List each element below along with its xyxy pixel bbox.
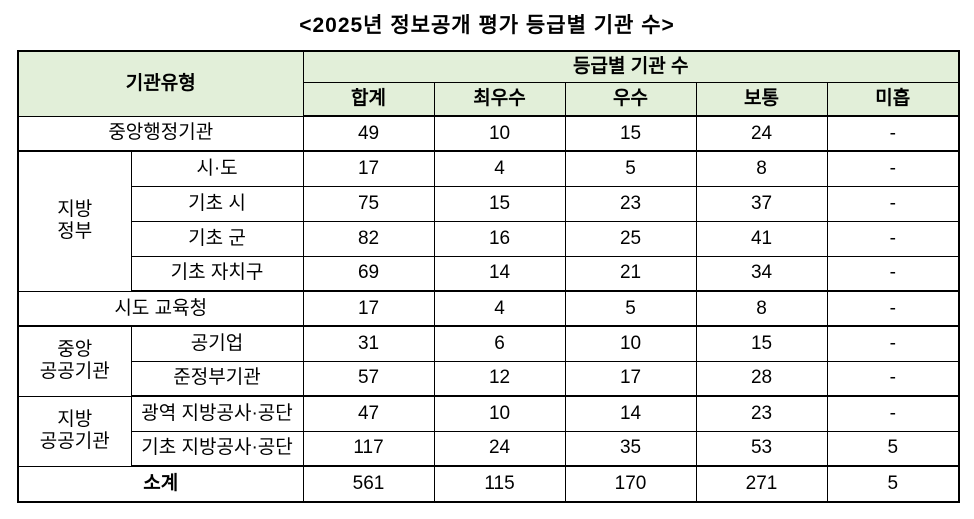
cell-value: 10	[433, 395, 566, 432]
table-row: 시도 교육청 17 4 5 8 -	[17, 290, 960, 327]
cell-value: 170	[564, 465, 697, 503]
table-row: 기초 자치구 69 14 21 34 -	[18, 255, 960, 292]
cell-value: 6	[433, 325, 566, 362]
cell-value: -	[826, 150, 960, 187]
cell-value: 5	[826, 465, 960, 503]
cell-value: 57	[302, 360, 435, 397]
cell-value: 24	[695, 115, 828, 152]
cell-value: 82	[302, 220, 435, 257]
cell-value: 41	[695, 220, 828, 257]
table-row: 기초 지방공사·공단 117 24 35 53 5	[18, 430, 960, 467]
cell-value: 5	[564, 150, 697, 187]
cell-value: 21	[564, 255, 697, 292]
col-header-org-type: 기관유형	[17, 50, 304, 117]
cell-value: 14	[433, 255, 566, 292]
row-label: 기초 시	[130, 185, 304, 222]
cell-value: 75	[302, 185, 435, 222]
cell-value: 8	[695, 290, 828, 327]
cell-value: 4	[433, 150, 566, 187]
row-group-label: 중앙 공공기관	[17, 325, 132, 397]
cell-value: 115	[433, 465, 566, 503]
page-title: <2025년 정보공개 평가 등급별 기관 수>	[299, 14, 675, 37]
cell-value: 17	[302, 290, 435, 327]
cell-value: -	[826, 185, 960, 222]
row-label: 시·도	[130, 150, 304, 187]
cell-value: 47	[302, 395, 435, 432]
cell-value: 12	[433, 360, 566, 397]
cell-value: 49	[302, 115, 435, 152]
table-body: 중앙행정기관 49 10 15 24 - 지방 정부 시·도 17 4 5 8 …	[17, 115, 960, 503]
table-row-subtotal: 소계 561 115 170 271 5	[17, 465, 960, 503]
cell-value: -	[826, 220, 960, 257]
cell-value: 5	[826, 430, 960, 467]
cell-value: 117	[302, 430, 435, 467]
cell-value: 28	[695, 360, 828, 397]
col-header-best: 최우수	[433, 81, 566, 117]
row-label: 광역 지방공사·공단	[130, 395, 304, 432]
row-label-subtotal: 소계	[17, 465, 304, 503]
grade-count-table: 기관유형 등급별 기관 수 합계 최우수 우수 보통 미흡 중앙행정기관 49 …	[17, 50, 961, 503]
table-row: 중앙행정기관 49 10 15 24 -	[17, 115, 960, 152]
cell-value: -	[826, 290, 960, 327]
cell-value: 271	[695, 465, 828, 503]
col-header-total: 합계	[302, 81, 435, 117]
cell-value: 17	[302, 150, 435, 187]
cell-value: 10	[433, 115, 566, 152]
col-header-normal: 보통	[695, 81, 828, 117]
cell-value: 10	[564, 325, 697, 362]
table-row: 기초 시 75 15 23 37 -	[18, 185, 960, 222]
cell-value: 5	[564, 290, 697, 327]
row-label: 기초 자치구	[130, 255, 304, 292]
table-row: 중앙 공공기관 공기업 31 6 10 15 -	[17, 325, 960, 397]
cell-value: 23	[695, 395, 828, 432]
cell-value: 14	[564, 395, 697, 432]
row-label: 공기업	[130, 325, 304, 362]
cell-value: 8	[695, 150, 828, 187]
cell-value: 4	[433, 290, 566, 327]
cell-value: 16	[433, 220, 566, 257]
col-header-grades-group: 등급별 기관 수	[302, 50, 960, 83]
row-label: 기초 지방공사·공단	[130, 430, 304, 467]
cell-value: -	[826, 255, 960, 292]
cell-value: 15	[564, 115, 697, 152]
table-header: 기관유형 등급별 기관 수 합계 최우수 우수 보통 미흡	[17, 50, 960, 117]
row-label: 준정부기관	[130, 360, 304, 397]
cell-value: 53	[695, 430, 828, 467]
row-label: 시도 교육청	[17, 290, 304, 327]
row-label: 중앙행정기관	[17, 115, 304, 152]
cell-value: 561	[302, 465, 435, 503]
table-row: 지방 정부 시·도 17 4 5 8 -	[17, 150, 960, 292]
cell-value: 15	[433, 185, 566, 222]
row-label: 기초 군	[130, 220, 304, 257]
cell-value: 25	[564, 220, 697, 257]
cell-value: 17	[564, 360, 697, 397]
cell-value: 69	[302, 255, 435, 292]
cell-value: -	[826, 395, 960, 432]
table-row: 기초 군 82 16 25 41 -	[18, 220, 960, 257]
cell-value: -	[826, 360, 960, 397]
cell-value: 24	[433, 430, 566, 467]
cell-value: 34	[695, 255, 828, 292]
cell-value: 15	[695, 325, 828, 362]
cell-value: -	[826, 115, 960, 152]
cell-value: 35	[564, 430, 697, 467]
cell-value: -	[826, 325, 960, 362]
col-header-excellent: 우수	[564, 81, 697, 117]
row-group-label: 지방 정부	[17, 150, 132, 292]
col-header-insufficient: 미흡	[826, 81, 960, 117]
cell-value: 31	[302, 325, 435, 362]
table-row: 지방 공공기관 광역 지방공사·공단 47 10 14 23 -	[17, 395, 960, 467]
row-group-label: 지방 공공기관	[17, 395, 132, 467]
table-row: 준정부기관 57 12 17 28 -	[18, 360, 960, 397]
cell-value: 37	[695, 185, 828, 222]
cell-value: 23	[564, 185, 697, 222]
